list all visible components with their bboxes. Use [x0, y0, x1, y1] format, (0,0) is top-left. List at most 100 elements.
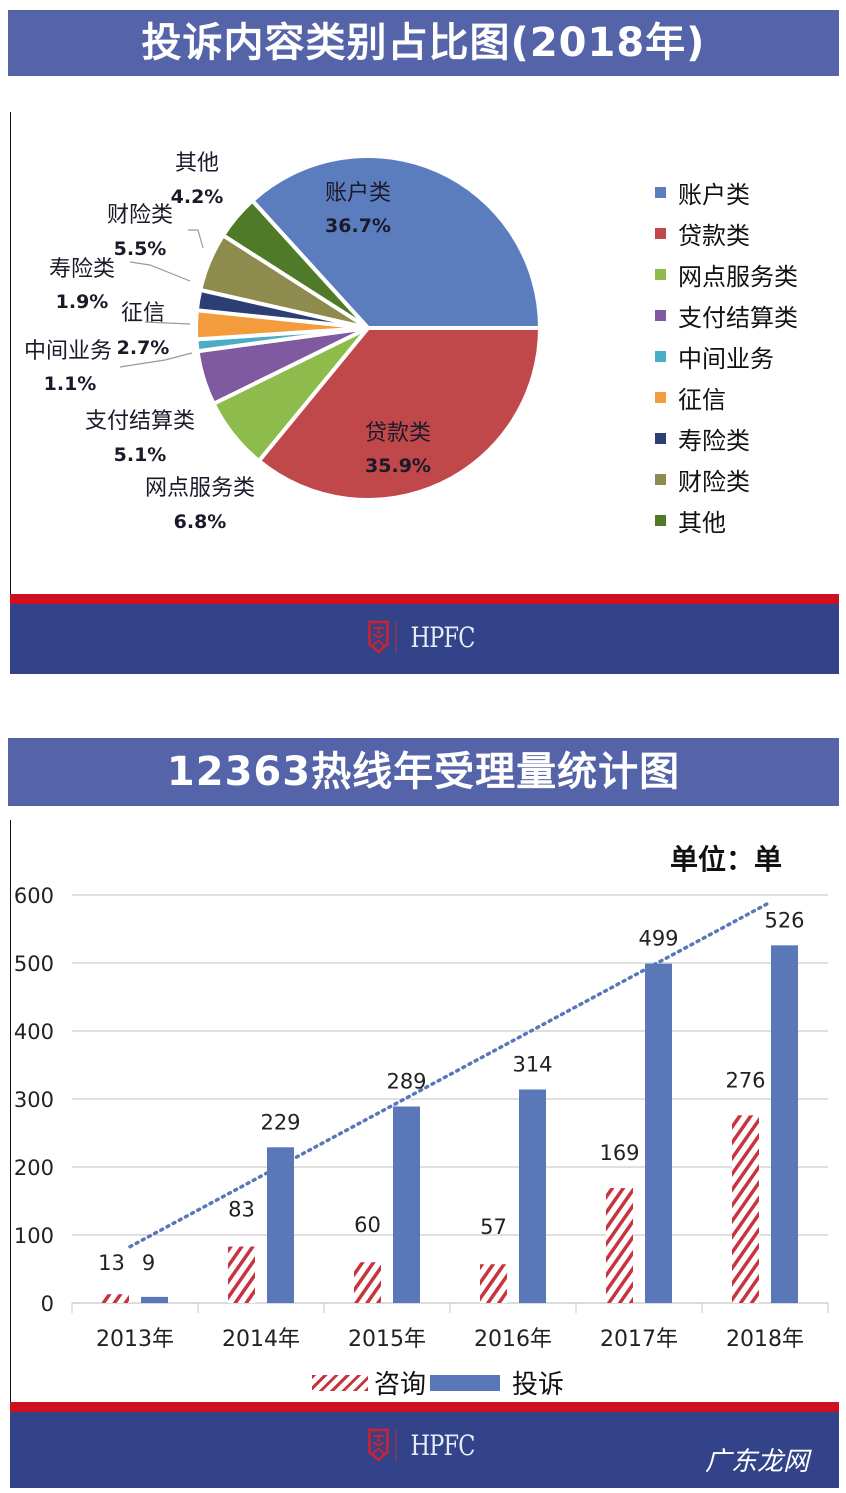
unit-label: 单位：单 — [670, 843, 783, 876]
pie-chart: 账户类 36.7% 贷款类 35.9% 网点服务类 6.8% 支付结算类 5.1% 中间业务 1.… — [24, 151, 543, 533]
x-tick-label: 2013年 — [96, 1327, 174, 1352]
legend-swatch — [655, 187, 666, 198]
hpfc-logo: HPFC — [367, 1428, 482, 1462]
bar-complaint — [267, 1147, 294, 1303]
y-tick-label: 600 — [14, 884, 54, 908]
pie-data-label: 2.7% — [117, 337, 170, 359]
legend-item: 账户类 — [655, 172, 798, 213]
legend-label: 支付结算类 — [678, 304, 798, 332]
legend-label-consult: 咨询 — [374, 1370, 427, 1400]
bar-value-label: 13 — [98, 1251, 125, 1275]
footer-red-stripe — [10, 1402, 839, 1412]
legend-item: 中间业务 — [655, 336, 798, 377]
footer-red-stripe — [10, 594, 839, 604]
legend-swatch-consult — [312, 1374, 368, 1391]
y-tick-label: 300 — [14, 1088, 54, 1112]
legend-item: 支付结算类 — [655, 295, 798, 336]
pie-data-label: 中间业务 — [24, 339, 112, 364]
legend-label: 中间业务 — [678, 345, 774, 373]
panel-border — [10, 112, 11, 672]
legend-swatch — [655, 351, 666, 362]
pie-slice — [220, 197, 370, 330]
pie-data-label: 1.1% — [44, 373, 97, 395]
footer-blue-bar: HPFC — [10, 604, 839, 674]
leader-line — [188, 229, 204, 249]
legend-label-complaint: 投诉 — [512, 1370, 565, 1400]
pie-legend: 账户类贷款类网点服务类支付结算类中间业务征信寿险类财险类其他 — [655, 172, 798, 541]
pie-data-label: 4.2% — [171, 186, 224, 208]
legend-item: 贷款类 — [655, 213, 798, 254]
logo-divider — [394, 621, 396, 653]
pie-chart-title: 投诉内容类别占比图(2018年) — [8, 10, 839, 76]
legend-item: 征信 — [655, 377, 798, 418]
bar-value-label: 83 — [228, 1198, 255, 1222]
footer-banner: HPFC 广东龙网 — [10, 1402, 839, 1488]
legend-item: 其他 — [655, 500, 798, 541]
legend-item: 网点服务类 — [655, 254, 798, 295]
legend-label: 寿险类 — [678, 427, 750, 455]
legend-swatch — [655, 228, 666, 239]
bar-consult — [732, 1115, 759, 1303]
x-tick-label: 2018年 — [726, 1327, 804, 1352]
pie-data-label: 寿险类 — [49, 257, 115, 282]
footer-blue-bar: HPFC 广东龙网 — [10, 1412, 839, 1488]
y-tick-label: 100 — [14, 1224, 54, 1248]
bar-chart: 0 100 200 300 400 500 600 13 9 2013年 83 229 2014年 60 2… — [14, 884, 829, 1352]
bar-complaint — [771, 945, 798, 1303]
pie-data-label: 财险类 — [107, 203, 173, 228]
pie-data-label: 1.9% — [56, 291, 109, 313]
pie-data-label: 36.7% — [325, 215, 391, 237]
pie-data-label: 账户类 — [325, 181, 391, 206]
bar-consult — [480, 1264, 507, 1303]
bar-complaint — [393, 1106, 420, 1303]
legend-swatch — [655, 515, 666, 526]
bar-value-label: 499 — [638, 927, 678, 951]
bar-legend: 咨询 投诉 — [312, 1364, 564, 1401]
x-tick-label: 2016年 — [474, 1327, 552, 1352]
leader-line — [144, 321, 191, 325]
x-tick-label: 2014年 — [222, 1327, 300, 1352]
legend-label: 其他 — [678, 509, 726, 537]
legend-item: 寿险类 — [655, 418, 798, 459]
footer-banner: HPFC — [10, 594, 839, 674]
bar-consult — [354, 1262, 381, 1303]
leader-line — [129, 261, 191, 282]
bar-value-label: 169 — [599, 1141, 639, 1165]
x-tick-label: 2015年 — [348, 1327, 426, 1352]
legend-swatch — [655, 392, 666, 403]
bar-value-label: 60 — [354, 1213, 381, 1237]
pie-slice — [256, 326, 543, 502]
bar-complaint — [519, 1089, 546, 1303]
x-tick-label: 2017年 — [600, 1327, 678, 1352]
pie-data-label: 35.9% — [365, 455, 431, 477]
logo-divider — [394, 1429, 396, 1461]
pie-data-label: 征信 — [121, 301, 165, 326]
shield-icon — [367, 1428, 389, 1462]
logo-text: HPFC — [409, 620, 475, 654]
legend-swatch — [655, 474, 666, 485]
y-tick-label: 400 — [14, 1020, 54, 1044]
legend-item: 财险类 — [655, 459, 798, 500]
legend-label: 征信 — [678, 386, 726, 414]
bar-complaint — [645, 963, 672, 1303]
legend-label: 财险类 — [678, 468, 750, 496]
legend-swatch-complaint — [430, 1374, 501, 1391]
bar-value-label: 276 — [725, 1068, 765, 1092]
trendline — [128, 900, 772, 1249]
leader-line — [119, 352, 193, 368]
shield-icon — [367, 620, 389, 654]
bar-value-label: 57 — [480, 1215, 507, 1239]
legend-swatch — [655, 310, 666, 321]
bar-complaint — [141, 1296, 168, 1303]
bar-value-label: 314 — [512, 1052, 552, 1076]
legend-label: 网点服务类 — [678, 263, 798, 291]
bar-value-label: 9 — [142, 1251, 155, 1275]
legend-label: 贷款类 — [678, 222, 750, 250]
legend-swatch — [655, 433, 666, 444]
legend-swatch — [655, 269, 666, 280]
y-tick-label: 500 — [14, 952, 54, 976]
pie-data-label: 贷款类 — [365, 421, 431, 446]
pie-data-label: 支付结算类 — [85, 409, 195, 434]
pie-data-label: 5.5% — [114, 238, 167, 260]
pie-data-label: 5.1% — [114, 444, 167, 466]
